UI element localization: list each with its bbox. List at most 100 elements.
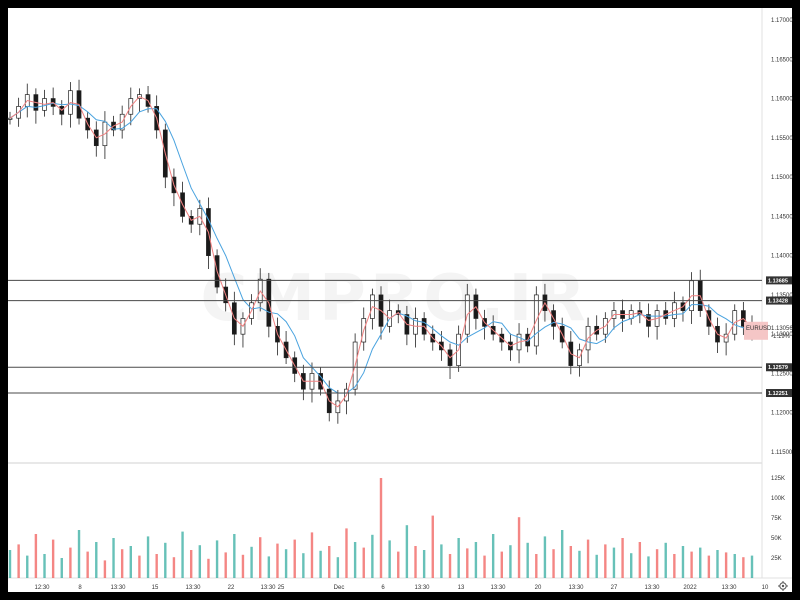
volume-bar [612, 547, 616, 578]
time-tick-label: 13:30 [260, 585, 276, 591]
volume-bar [535, 554, 538, 578]
moving-average-blue [9, 102, 753, 394]
volume-bar [578, 550, 581, 578]
volume-bar [112, 538, 115, 578]
volume-bar [560, 530, 564, 578]
time-tick-label: 25 [278, 585, 285, 591]
horizontal-levels: 1.13685 1.13428 1.12579 1.12251 [8, 276, 792, 398]
volume-tick-label: 125K [771, 476, 785, 482]
volume-bar [604, 544, 607, 578]
time-tick-label: 13:30 [490, 585, 506, 591]
plot-area-background [8, 8, 792, 592]
volume-bar [742, 557, 745, 578]
price-tick-label: 1.13000 [771, 332, 793, 338]
volume-bar [621, 538, 624, 578]
volume-bar [371, 534, 374, 578]
volume-bar [422, 550, 426, 578]
price-tick-label: 1.16000 [771, 97, 793, 103]
volume-bar [164, 542, 167, 578]
volume-bar [77, 530, 81, 578]
level-label: 1.12251 [768, 391, 788, 397]
volume-bar [733, 554, 736, 578]
time-tick-label: 13:30 [185, 585, 201, 591]
level-label: 1.13685 [768, 278, 788, 284]
time-tick-label: 10 [762, 585, 769, 591]
current-price-value: 1.13056 [771, 326, 793, 332]
gear-icon[interactable] [778, 581, 788, 591]
volume-bar [724, 552, 728, 578]
volume-bar [353, 542, 357, 578]
level-label-bg [766, 276, 792, 285]
volume-bar [466, 548, 469, 578]
price-tick-label: 1.15000 [771, 175, 793, 181]
volume-bar [155, 554, 158, 578]
volume-bar [681, 546, 685, 578]
time-tick-label: 27 [611, 585, 618, 591]
level-label-bg [766, 363, 792, 372]
price-tick-label: 1.14500 [771, 214, 793, 220]
volume-bar [690, 551, 693, 578]
volume-bar [707, 555, 711, 578]
volume-bar [284, 549, 288, 578]
volume-bar [95, 542, 98, 578]
volume-bar [362, 547, 365, 578]
level-label-bg [766, 296, 792, 305]
price-tick-label: 1.15500 [771, 136, 793, 142]
volume-bar [509, 545, 512, 578]
volume-bar [699, 547, 702, 578]
volume-bar [8, 550, 12, 578]
volume-bar [448, 554, 452, 578]
volume-bar [181, 531, 184, 578]
time-tick-label: 13:30 [568, 585, 584, 591]
time-tick-label: 2022 [683, 585, 697, 591]
time-tick-label: 13:30 [721, 585, 737, 591]
volume-bar [638, 542, 642, 578]
current-price-label: EURUSD 1.13056 -1.19% [744, 321, 793, 340]
volume-bar [673, 554, 676, 578]
volume-bar [60, 558, 63, 578]
volume-bar [172, 557, 176, 578]
volume-tick-label: 25K [771, 556, 782, 562]
volume-bar [69, 547, 72, 578]
volume-bar [302, 553, 305, 578]
volume-bar [552, 549, 555, 578]
volume-bar [198, 545, 202, 578]
volume-tick-label: 50K [771, 536, 782, 542]
volume-bar [440, 544, 443, 578]
volume-bar [586, 539, 590, 578]
volume-bar [189, 550, 193, 578]
volume-bar [215, 540, 219, 578]
time-tick-label: 13:30 [644, 585, 660, 591]
volume-bar [138, 555, 141, 578]
time-tick-label: 13 [458, 585, 465, 591]
time-axis[interactable]: 12:30 8 13:30 15 13:30 22 13:30 25 Dec 6 13:30 13 13… [34, 585, 769, 591]
time-tick-label: 6 [381, 585, 385, 591]
moving-average-pink [9, 95, 753, 408]
price-tick-label: 1.12500 [771, 371, 793, 377]
volume-bar [431, 515, 434, 578]
price-axis[interactable]: 1.17000 1.16500 1.16000 1.15500 1.15000 1.145… [771, 18, 793, 456]
volume-bar [491, 534, 495, 578]
volume-bar [250, 546, 253, 578]
level-label-bg [766, 389, 792, 398]
volume-bar [655, 549, 659, 578]
candle-body [7, 117, 13, 120]
price-tick-label: 1.17000 [771, 18, 793, 24]
volume-bar [379, 478, 383, 578]
volume-bar [397, 551, 400, 578]
volume-bars [8, 478, 754, 578]
volume-bar [526, 542, 529, 578]
price-tick-label: 1.12000 [771, 411, 793, 417]
time-tick-label: 13:30 [110, 585, 126, 591]
volume-bar [276, 543, 279, 578]
volume-bar [224, 552, 227, 578]
volume-bar [664, 542, 667, 578]
time-tick-label: 12:30 [34, 585, 50, 591]
volume-bar [34, 534, 38, 578]
volume-bar [750, 555, 754, 578]
volume-bar [17, 544, 20, 578]
volume-bar [483, 555, 486, 578]
time-tick-label: 20 [535, 585, 542, 591]
volume-axis[interactable]: 125K 100K 75K 50K 25K [771, 476, 785, 562]
